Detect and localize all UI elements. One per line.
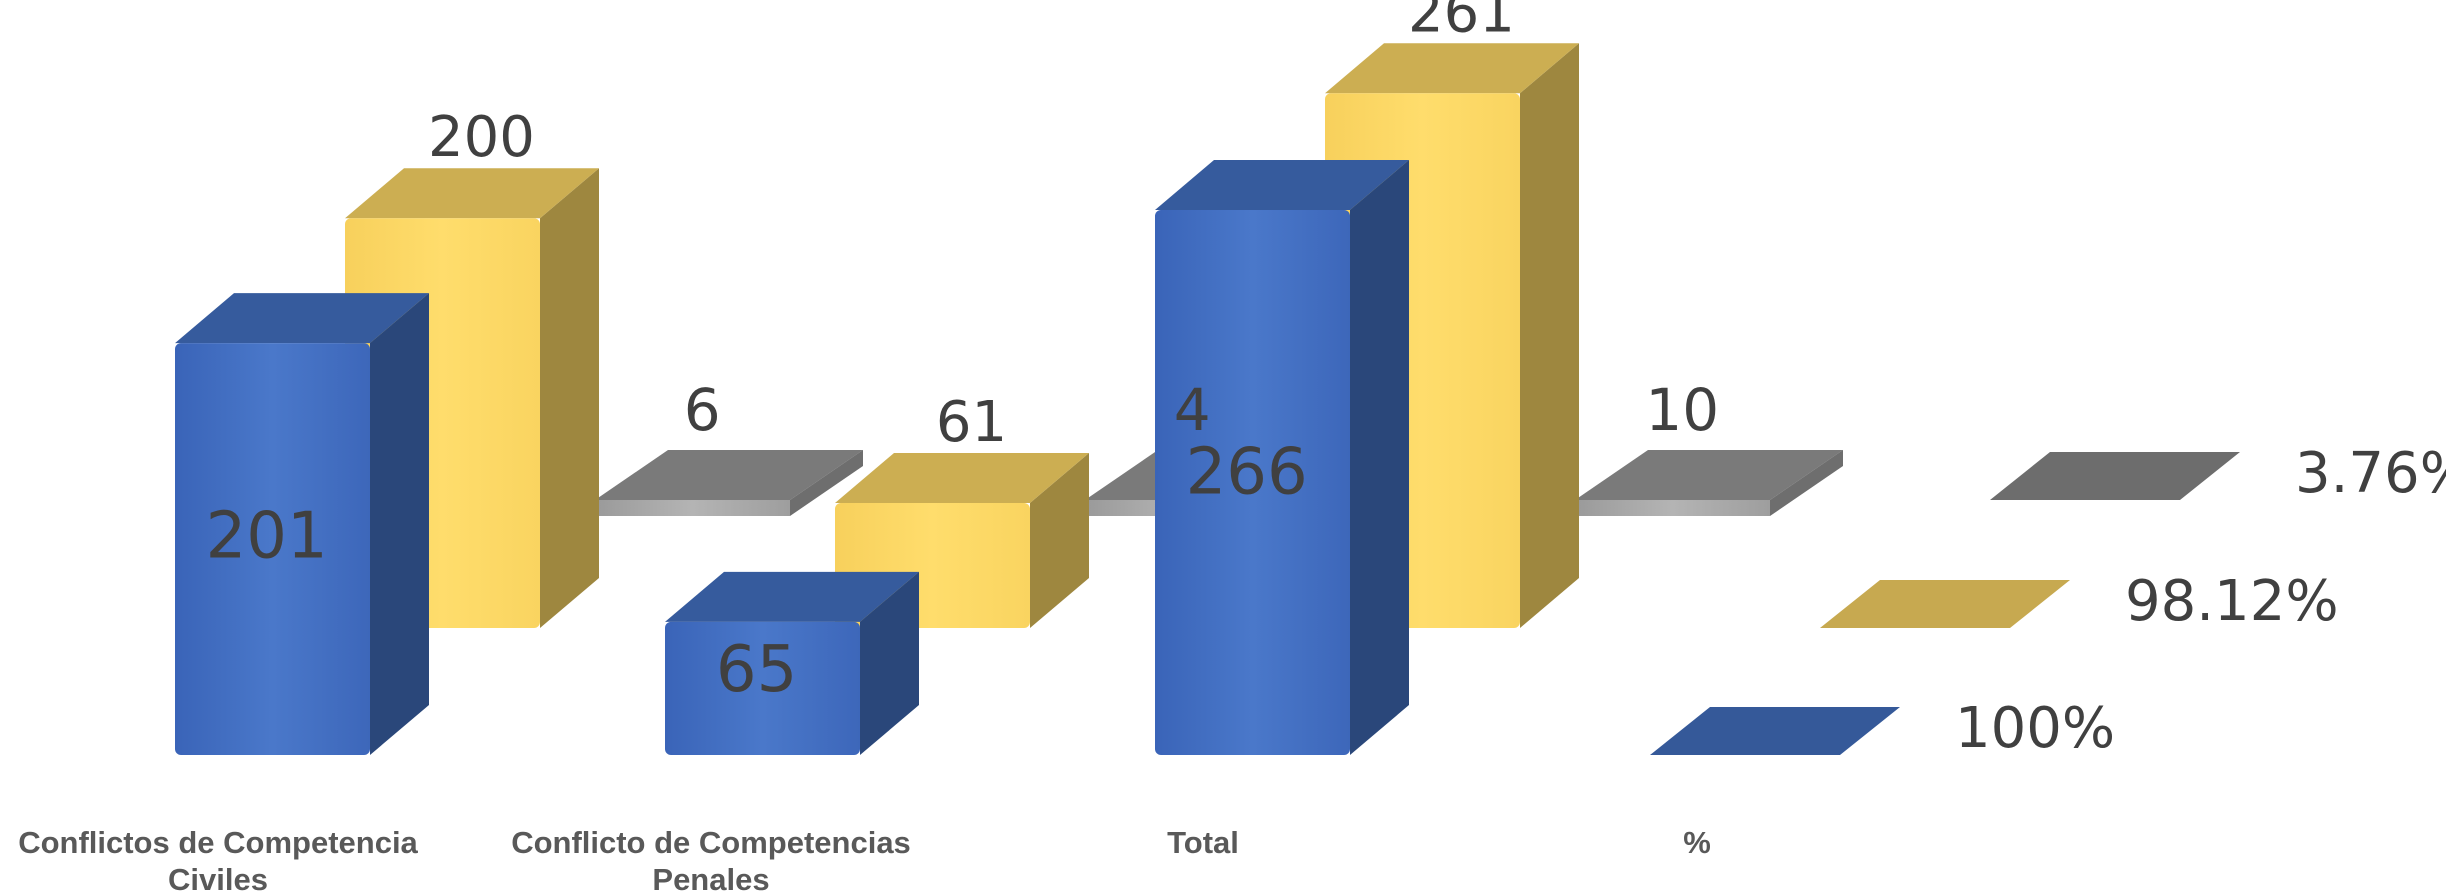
bar-top <box>665 571 919 622</box>
data-label-s0-c3: 100% <box>1955 696 2115 761</box>
bar-front <box>665 621 860 755</box>
data-label-s1-c0: 200 <box>428 105 535 170</box>
bar-s2-c3 <box>1990 452 2240 500</box>
bar-side <box>1030 453 1089 628</box>
labels-layer: 6 4 10 3.76% 200 61 261 98.12% 201 65 266 100% Confl… <box>18 0 2446 893</box>
bar-s1-c3 <box>1820 580 2070 628</box>
data-label-s2-c2: 10 <box>1645 376 1719 444</box>
bar-top <box>835 453 1089 504</box>
bar-top <box>1155 160 1409 210</box>
plate-front <box>595 500 790 516</box>
bar-s0-c0 <box>175 293 429 755</box>
bar-side <box>860 571 919 755</box>
bar-top <box>345 168 599 219</box>
plate-side <box>790 450 863 516</box>
bar-s0-c1 <box>665 571 919 755</box>
percent-tile-s2 <box>1990 452 2240 500</box>
bar-s2-c0 <box>595 450 863 516</box>
data-label-s0-c1: 65 <box>716 633 797 707</box>
data-label-s0-c0: 201 <box>206 499 328 573</box>
data-label-s1-c3: 98.12% <box>2125 569 2339 634</box>
bar-s0-c2 <box>1155 160 1409 755</box>
plate-top <box>595 450 863 500</box>
category-label-0: Conflictos de Competencia Civiles <box>18 825 418 893</box>
bars-layer <box>175 43 2240 755</box>
bar-top <box>1325 43 1579 94</box>
data-label-s1-c2: 261 <box>1408 0 1515 45</box>
category-label-1: Conflicto de Competencias Penales <box>511 825 911 893</box>
data-label-s2-c3: 3.76% <box>2295 441 2446 506</box>
bar-side <box>540 168 599 628</box>
data-label-s0-c2: 266 <box>1186 435 1308 509</box>
plate-side <box>1770 450 1843 516</box>
bar-side <box>1350 160 1409 755</box>
category-label-3: % <box>1683 825 1711 860</box>
bar-side <box>370 293 429 755</box>
bar-front <box>175 343 370 755</box>
data-label-s2-c0: 6 <box>684 376 721 444</box>
plate-front <box>1575 500 1770 516</box>
category-label-2: Total <box>1167 825 1239 860</box>
percent-tile-s1 <box>1820 580 2070 628</box>
bar-front <box>1155 210 1350 755</box>
bar-s2-c2 <box>1575 450 1843 516</box>
plate-top <box>1575 450 1843 500</box>
data-label-s2-c1: 4 <box>1174 376 1211 444</box>
bar-s0-c3 <box>1650 707 1900 755</box>
percent-tile-s0 <box>1650 707 1900 755</box>
data-label-s1-c1: 61 <box>936 390 1007 455</box>
bar-top <box>175 293 429 344</box>
bar-side <box>1520 43 1579 628</box>
